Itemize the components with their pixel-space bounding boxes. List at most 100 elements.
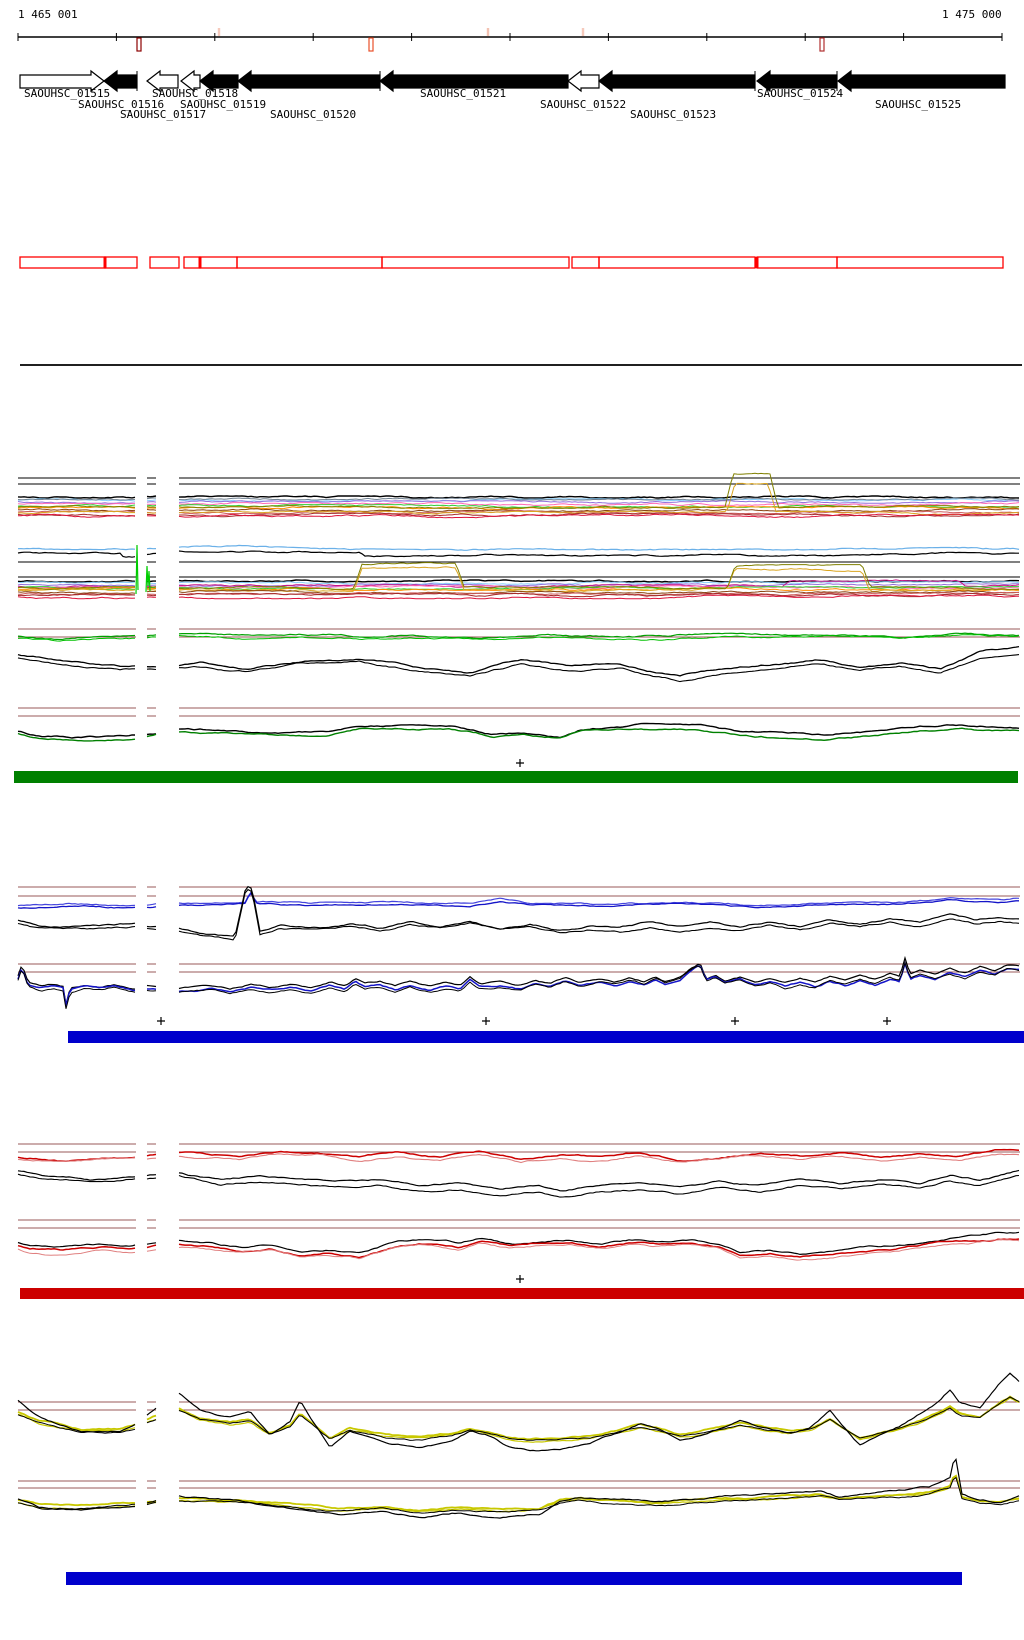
coverage-line xyxy=(147,594,157,597)
coverage-line xyxy=(146,589,157,591)
feature-box[interactable] xyxy=(199,256,238,269)
coverage-line xyxy=(178,550,1019,558)
coverage-line xyxy=(178,498,1020,502)
coverage-line xyxy=(146,668,157,671)
gene-arrow[interactable] xyxy=(598,69,756,93)
feature-box[interactable] xyxy=(598,256,756,269)
coverage-line xyxy=(146,499,157,502)
coverage-group-green xyxy=(14,472,1020,783)
coverage-line xyxy=(146,1174,157,1177)
coverage-line xyxy=(147,514,157,516)
coverage-line xyxy=(17,498,136,501)
ruler[interactable] xyxy=(17,28,1003,52)
gene-label: SAOUHSC_01524 xyxy=(757,87,843,100)
gene-arrow[interactable] xyxy=(180,69,201,93)
coverage-line xyxy=(17,502,136,505)
coverage-line xyxy=(178,544,1020,551)
coverage-line xyxy=(178,500,1020,504)
gene-arrow[interactable] xyxy=(837,69,1006,93)
feature-box[interactable] xyxy=(149,256,180,269)
coverage-line xyxy=(146,586,157,589)
coverage-line xyxy=(146,1244,157,1249)
coverage-line xyxy=(178,1169,1020,1192)
gene-label: SAOUHSC_01517 xyxy=(120,108,206,121)
ruler-mark xyxy=(486,28,490,36)
coverage-line xyxy=(17,657,135,671)
coverage-line xyxy=(178,1238,1020,1259)
coverage-line xyxy=(146,506,157,508)
coverage-line xyxy=(17,922,136,930)
coverage-line xyxy=(146,552,157,556)
coverage-line xyxy=(146,509,157,511)
coverage-bar xyxy=(14,771,1018,783)
coverage-line xyxy=(178,1153,1020,1164)
coverage-line xyxy=(17,547,136,551)
gene-arrow[interactable] xyxy=(237,69,381,93)
gene-arrow[interactable] xyxy=(146,69,179,93)
gene-label: SAOUHSC_01516 xyxy=(78,98,164,111)
gene-label: SAOUHSC_01523 xyxy=(630,108,716,121)
coverage-line xyxy=(178,885,1020,937)
coverage-line xyxy=(178,891,1019,909)
gene-arrow[interactable] xyxy=(199,69,239,93)
coverage-line xyxy=(17,586,136,590)
region-start-label: 1 465 001 xyxy=(18,8,78,21)
coverage-line xyxy=(17,551,136,558)
plus-mark xyxy=(883,1017,891,1025)
feature-box[interactable] xyxy=(381,256,570,269)
coverage-line xyxy=(17,1173,136,1183)
ruler-mark xyxy=(368,37,374,52)
coverage-line xyxy=(146,1157,157,1160)
gene-label: SAOUHSC_01525 xyxy=(875,98,961,111)
gene-arrow[interactable] xyxy=(756,69,838,93)
coverage-line xyxy=(146,497,156,500)
gene-arrow[interactable] xyxy=(19,69,105,93)
coverage-line xyxy=(178,722,1020,739)
coverage-line xyxy=(17,1244,136,1251)
coverage-line xyxy=(178,727,1020,742)
coverage-line xyxy=(178,1148,1020,1162)
plus-mark xyxy=(157,1017,165,1025)
coverage-line xyxy=(17,593,136,597)
coverage-line xyxy=(178,566,1020,592)
feature-box[interactable] xyxy=(236,256,383,269)
coverage-line xyxy=(17,637,136,642)
coverage-line xyxy=(146,1499,157,1504)
feature-box[interactable] xyxy=(756,256,838,269)
coverage-line xyxy=(146,1414,157,1421)
feature-box[interactable] xyxy=(104,256,138,269)
feature-track[interactable] xyxy=(19,256,1004,269)
coverage-line xyxy=(17,1241,136,1248)
coverage-line xyxy=(17,970,136,1009)
coverage-line xyxy=(178,579,1020,588)
coverage-line xyxy=(17,1157,136,1162)
coverage-line xyxy=(17,1414,136,1434)
coverage-bar xyxy=(20,1288,1024,1299)
gene-label: SAOUHSC_01518 xyxy=(152,87,238,100)
gene-arrow[interactable] xyxy=(103,69,138,93)
gene-arrow[interactable] xyxy=(567,69,600,93)
coverage-line xyxy=(146,733,157,738)
feature-box[interactable] xyxy=(183,256,201,269)
coverage-line xyxy=(17,513,136,518)
region-end-label: 1 475 000 xyxy=(942,8,1002,21)
coverage-bar xyxy=(66,1572,962,1585)
feature-box[interactable] xyxy=(19,256,106,269)
feature-box[interactable] xyxy=(836,256,1004,269)
coverage-line xyxy=(17,581,136,584)
coverage-line xyxy=(146,990,157,992)
coverage-line xyxy=(178,888,1020,941)
coverage-group-blue xyxy=(17,885,1024,1043)
coverage-line xyxy=(178,955,1020,990)
coverage-line xyxy=(17,653,136,668)
coverage-line xyxy=(178,497,1019,501)
coverage-spike xyxy=(135,544,139,595)
gene-arrow[interactable] xyxy=(379,69,569,93)
feature-box[interactable] xyxy=(571,256,600,269)
coverage-line xyxy=(178,562,1019,590)
gene-label: SAOUHSC_01515 xyxy=(24,87,110,100)
coverage-line xyxy=(178,960,1020,993)
coverage-line xyxy=(146,501,157,503)
